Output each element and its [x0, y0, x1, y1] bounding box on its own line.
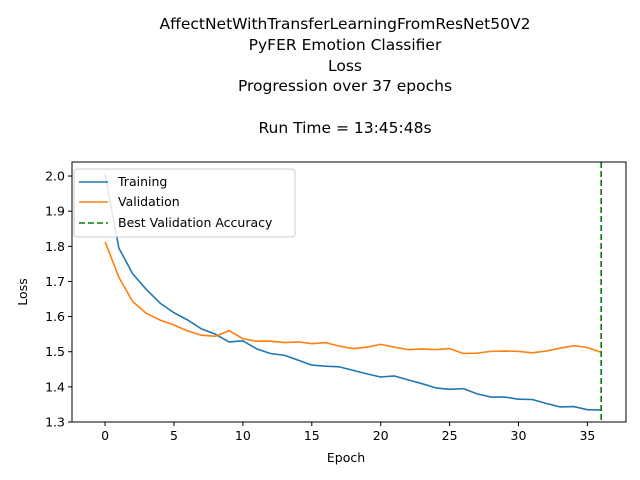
y-tick-label: 1.7	[45, 274, 65, 289]
y-tick-label: 1.4	[45, 379, 65, 394]
x-tick-label: 35	[579, 428, 595, 443]
legend-label-training: Training	[117, 174, 167, 189]
legend: Training Validation Best Validation Accu…	[73, 168, 296, 238]
legend-box	[73, 168, 296, 238]
y-tick-label: 1.5	[45, 344, 65, 359]
y-tick-label: 1.6	[45, 309, 65, 324]
x-tick-label: 15	[304, 428, 320, 443]
series-line-validation	[104, 241, 602, 355]
plot-lines	[104, 162, 602, 422]
title-line: AffectNetWithTransferLearningFromResNet5…	[160, 15, 531, 33]
x-tick-label: 5	[170, 428, 178, 443]
x-tick-label: 10	[235, 428, 251, 443]
legend-label-validation: Validation	[118, 194, 180, 209]
y-axis-label: Loss	[15, 278, 30, 305]
x-tick-label: 0	[101, 428, 109, 443]
title-line: Progression over 37 epochs	[238, 77, 452, 95]
x-tick-label: 25	[442, 428, 458, 443]
y-tick-label: 2.0	[45, 169, 65, 184]
axis-ticks: 0 5 10 15 20 25 30 35 1.3 1.4 1.5 1.6 1.7 1.8 1.9 2.0	[45, 169, 595, 443]
series-line-training	[104, 174, 602, 411]
x-axis-label: Epoch	[327, 450, 365, 465]
title-line: PyFER Emotion Classifier	[249, 36, 442, 54]
y-tick-label: 1.8	[45, 239, 65, 254]
axes-frame	[71, 161, 627, 423]
title-line: Loss	[328, 57, 362, 75]
title-line: Run Time = 13:45:48s	[258, 119, 431, 137]
x-tick-label: 20	[373, 428, 389, 443]
y-tick-label: 1.9	[45, 204, 65, 219]
chart-title: AffectNetWithTransferLearningFromResNet5…	[160, 15, 531, 137]
y-tick-label: 1.3	[45, 415, 65, 430]
x-tick-label: 30	[511, 428, 527, 443]
legend-label-best: Best Validation Accuracy	[118, 215, 273, 230]
